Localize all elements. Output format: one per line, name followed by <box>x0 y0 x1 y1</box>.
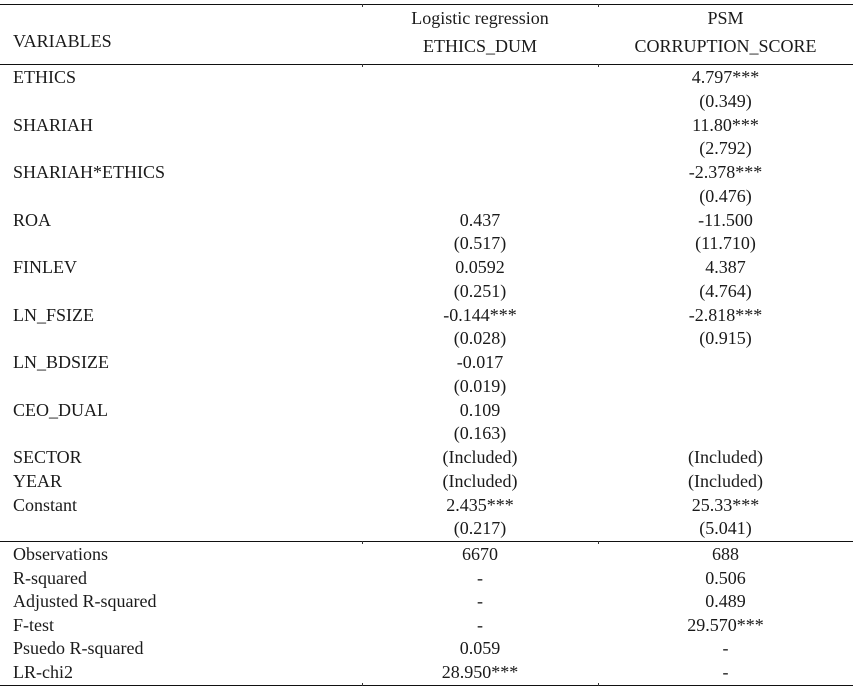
logit-value: 6670 <box>462 544 498 564</box>
variable-name: Observations <box>13 544 108 564</box>
logit-value: -0.017 <box>456 352 504 372</box>
logit-value: (Included) <box>442 447 518 467</box>
logit-value: 2.435*** <box>446 494 514 515</box>
psm-value: 29.570*** <box>687 614 764 635</box>
psm-value: 688 <box>712 544 739 564</box>
psm-value: 4.387 <box>705 257 746 277</box>
variable-name: Adjusted R-squared <box>13 591 157 612</box>
psm-value: (0.915) <box>699 328 752 349</box>
psm-value: 0.506 <box>705 567 746 588</box>
logit-value: (0.251) <box>453 280 507 301</box>
logit-value: (0.028) <box>453 328 507 349</box>
column-tick <box>598 541 599 544</box>
logit-value: -0.144*** <box>443 304 517 325</box>
variable-name: SECTOR <box>13 447 82 467</box>
logit-value: 0.059 <box>459 638 501 659</box>
psm-value: (0.476) <box>699 185 752 206</box>
column-tick <box>362 64 363 67</box>
logit-value: - <box>477 567 483 588</box>
psm-value: 4.797*** <box>691 67 760 87</box>
column-tick <box>362 683 363 686</box>
variables-header: VARIABLES <box>13 31 112 51</box>
variable-name: LN_FSIZE <box>13 304 94 325</box>
column-1-model: Logistic regression <box>411 8 549 28</box>
psm-value: (0.349) <box>699 90 752 111</box>
variable-name: FINLEV <box>13 257 77 277</box>
psm-value: -11.500 <box>698 209 753 230</box>
header-rule <box>0 64 853 65</box>
psm-value: -2.818*** <box>688 304 763 325</box>
psm-value: (4.764) <box>699 280 752 301</box>
variable-name: F-test <box>13 614 55 635</box>
variable-name: CEO_DUAL <box>13 399 108 420</box>
column-tick <box>598 4 599 7</box>
variable-name: R-squared <box>13 567 87 588</box>
psm-value: (Included) <box>688 470 763 491</box>
logit-value: (0.217) <box>453 518 507 539</box>
logit-value: 0.109 <box>459 399 501 420</box>
psm-value: (11.710) <box>695 233 756 254</box>
variable-name: Psuedo R-squared <box>13 638 144 659</box>
psm-value: (2.792) <box>699 138 752 159</box>
logit-value: (0.163) <box>453 423 507 444</box>
column-tick <box>598 64 599 67</box>
logit-value: 0.0592 <box>455 257 505 277</box>
column-tick <box>362 541 363 544</box>
column-2-dependent: CORRUPTION_SCORE <box>634 36 817 56</box>
variable-name: SHARIAH <box>13 114 94 135</box>
logit-value: (Included) <box>442 470 518 491</box>
column-2-model: PSM <box>707 8 744 28</box>
psm-value: 25.33*** <box>691 494 760 515</box>
psm-value: (5.041) <box>699 518 752 539</box>
variable-name: SHARIAH*ETHICS <box>13 162 166 182</box>
variable-name: LR-chi2 <box>13 662 73 682</box>
psm-value: 11.80*** <box>692 114 759 135</box>
logit-value: 0.437 <box>459 209 501 230</box>
variable-name: ROA <box>13 209 52 230</box>
column-tick <box>362 4 363 7</box>
column-1-dependent: ETHICS_DUM <box>422 36 537 56</box>
logit-value: 28.950*** <box>441 662 519 682</box>
psm-value: 0.489 <box>705 591 746 612</box>
variable-name: YEAR <box>13 470 62 491</box>
logit-value: (0.517) <box>453 233 507 254</box>
psm-value: -2.378*** <box>688 162 763 182</box>
variable-name: Constant <box>13 494 78 515</box>
top-rule <box>0 4 853 5</box>
variable-name: ETHICS <box>13 67 76 87</box>
logit-value: (0.019) <box>453 375 507 396</box>
logit-value: - <box>477 614 483 635</box>
logit-value: - <box>477 591 483 612</box>
psm-value: (Included) <box>688 447 763 467</box>
psm-value: - <box>722 638 729 659</box>
bottom-rule <box>0 685 853 686</box>
variable-name: LN_BDSIZE <box>13 352 109 372</box>
psm-value: - <box>722 662 729 682</box>
column-tick <box>598 683 599 686</box>
mid-rule <box>0 541 853 542</box>
